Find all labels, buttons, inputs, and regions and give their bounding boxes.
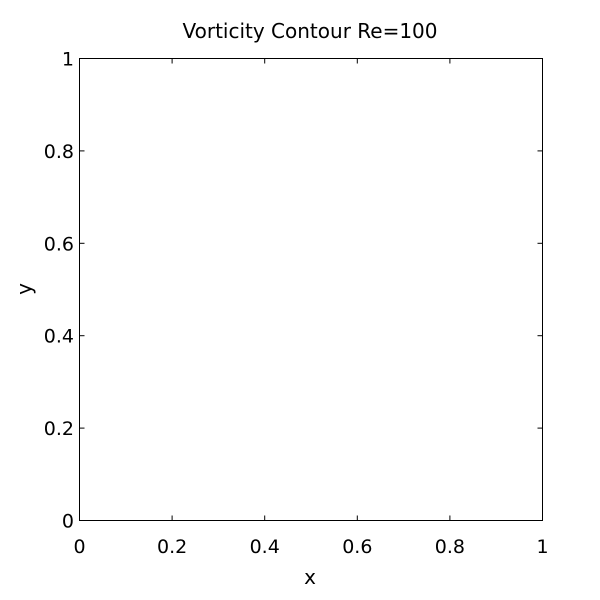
plot-frame <box>79 58 543 521</box>
y-tick-label: 0.4 <box>44 326 74 348</box>
x-tick-label: 0.4 <box>250 536 280 558</box>
y-tick-label: 0 <box>62 511 74 533</box>
y-tick-label: 0.6 <box>44 233 74 255</box>
y-axis-ticks <box>79 58 543 521</box>
y-axis-label: y <box>12 283 36 295</box>
chart-title: Vorticity Contour Re=100 <box>182 19 437 43</box>
y-axis-tick-labels: 0 0.2 0.4 0.6 0.8 1 <box>44 49 74 533</box>
x-tick-label: 1 <box>536 536 548 558</box>
x-tick-label: 0.2 <box>157 536 187 558</box>
x-tick-label: 0.8 <box>435 536 465 558</box>
y-tick-label: 1 <box>62 49 74 71</box>
x-tick-label: 0.6 <box>342 536 372 558</box>
x-axis-ticks <box>79 58 543 521</box>
y-tick-label: 0.2 <box>44 418 74 440</box>
x-axis-label: x <box>304 565 316 589</box>
y-tick-label: 0.8 <box>44 141 74 163</box>
x-tick-label: 0 <box>73 536 85 558</box>
x-axis-tick-labels: 0 0.2 0.4 0.6 0.8 1 <box>73 536 548 558</box>
